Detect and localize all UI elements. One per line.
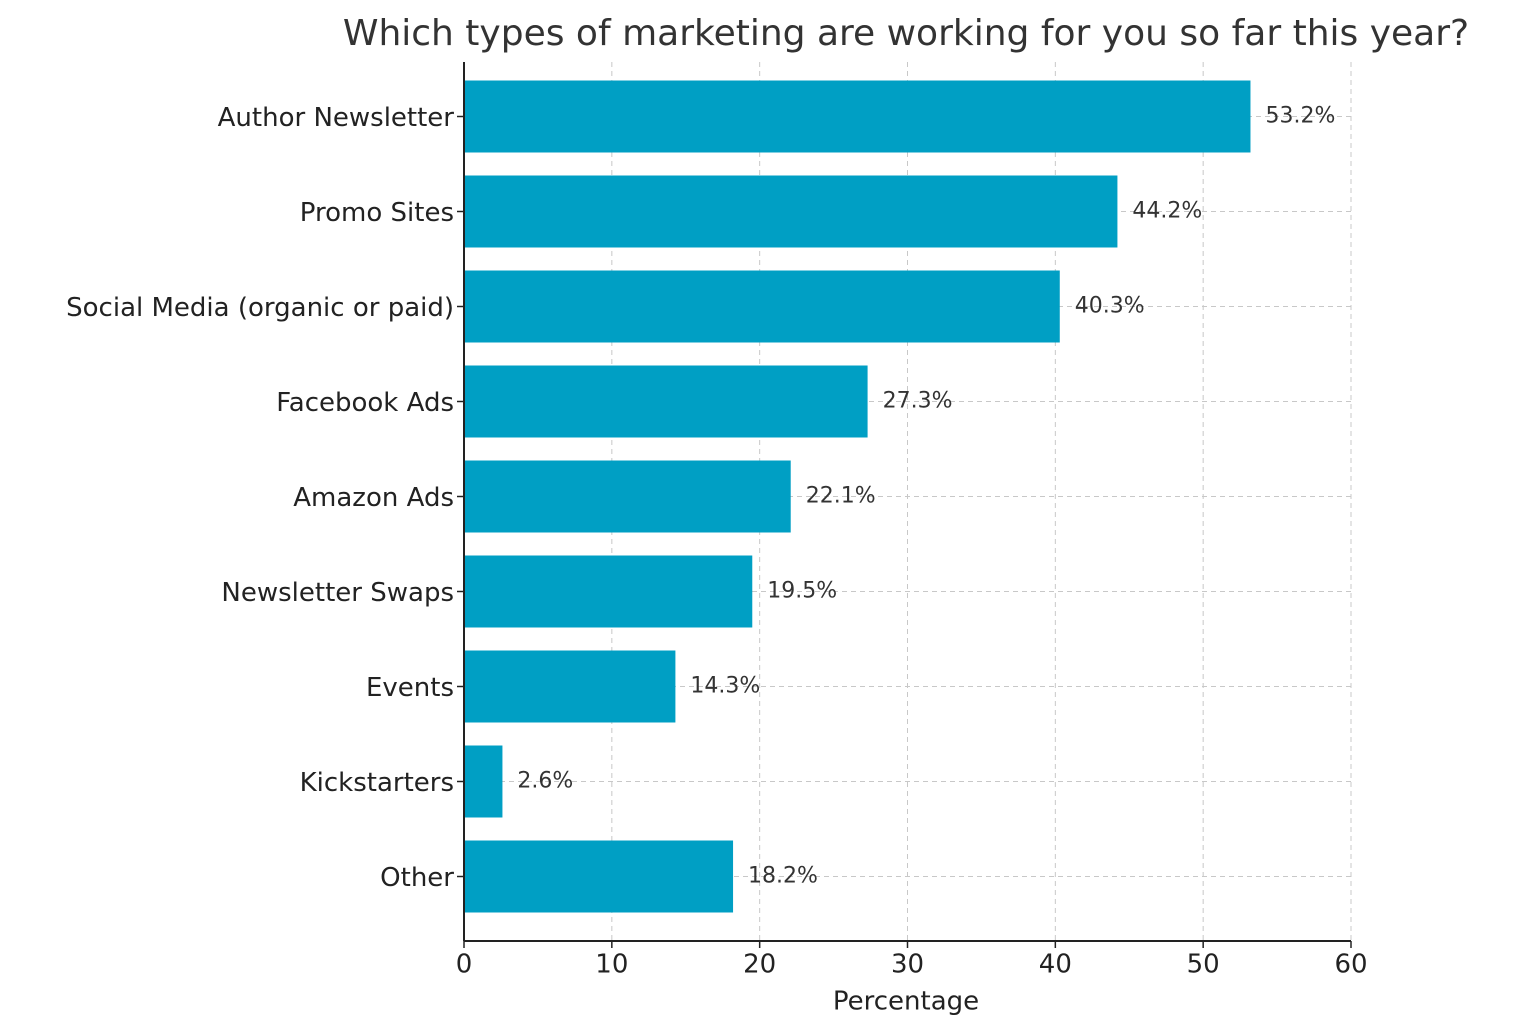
x-tick-label: 10 (595, 950, 628, 980)
value-label: 22.1% (806, 484, 876, 509)
x-tick-label: 20 (743, 950, 776, 980)
x-tick-label: 60 (1334, 950, 1367, 980)
value-label: 44.2% (1132, 199, 1202, 224)
value-label: 19.5% (767, 579, 837, 604)
y-tick-label: Author Newsletter (218, 103, 455, 133)
bar (464, 555, 753, 628)
value-label: 53.2% (1265, 104, 1335, 129)
y-tick-label: Promo Sites (300, 198, 454, 228)
value-label: 14.3% (690, 674, 760, 699)
bar (464, 80, 1251, 153)
x-tick-label: 50 (1187, 950, 1220, 980)
bar (464, 175, 1118, 248)
bar (464, 840, 734, 913)
x-tick-label: 30 (891, 950, 924, 980)
y-tick-label: Facebook Ads (276, 388, 454, 418)
bar (464, 650, 676, 723)
y-tick-label: Social Media (organic or paid) (66, 293, 454, 323)
bar (464, 745, 503, 818)
y-tick-label: Kickstarters (300, 768, 454, 798)
y-tick-label: Events (366, 673, 454, 703)
value-label: 2.6% (517, 769, 573, 794)
x-axis-label: Percentage (833, 987, 979, 1017)
bar (464, 460, 791, 533)
chart-title: Which types of marketing are working for… (343, 13, 1469, 54)
bar (464, 365, 868, 438)
bar (464, 270, 1060, 343)
y-tick-label: Other (380, 863, 454, 893)
y-tick-label: Newsletter Swaps (221, 578, 454, 608)
y-tick-label: Amazon Ads (293, 483, 454, 513)
value-label: 27.3% (883, 389, 953, 414)
value-label: 18.2% (748, 864, 818, 889)
x-tick-label: 40 (1039, 950, 1072, 980)
value-label: 40.3% (1075, 294, 1145, 319)
x-tick-label: 0 (456, 950, 473, 980)
